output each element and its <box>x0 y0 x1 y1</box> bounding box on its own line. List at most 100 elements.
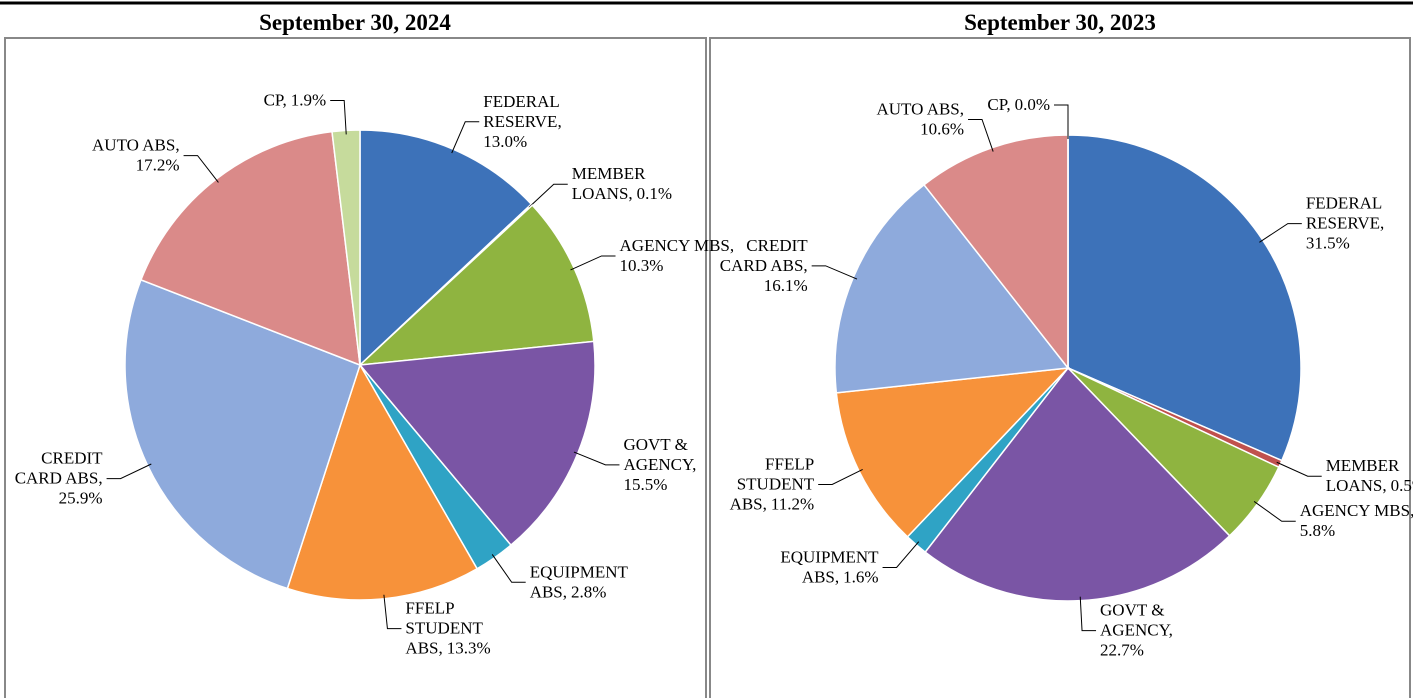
label-line: MEMBER <box>1326 456 1400 475</box>
separator: , <box>563 582 567 601</box>
category-label: MEMBER LOANS <box>1326 456 1400 495</box>
leader-line <box>451 121 480 154</box>
leader-line <box>882 541 920 568</box>
separator: , <box>1382 476 1386 495</box>
label-line: MEMBER <box>572 164 646 183</box>
category-label: CREDIT CARD ABS <box>720 236 808 275</box>
label-line: ABS <box>530 582 563 601</box>
separator: , <box>960 99 964 118</box>
label-line: CP <box>987 95 1007 114</box>
label-line: RESERVE <box>1306 214 1380 233</box>
data-label: CREDIT CARD ABS, 25.9% <box>15 449 103 508</box>
category-label: AGENCY MBS <box>620 236 730 255</box>
leader-line <box>1054 104 1069 139</box>
leader-line <box>811 265 858 280</box>
data-label: CREDIT CARD ABS, 16.1% <box>720 236 808 295</box>
leader-line <box>330 99 347 135</box>
label-line: FEDERAL <box>483 92 560 111</box>
separator: , <box>692 455 696 474</box>
label-line: AGENCY <box>623 455 694 474</box>
value-label: 10.6% <box>920 119 964 138</box>
data-label: CP, 0.0% <box>987 95 1050 114</box>
category-label: MEMBER LOANS <box>572 164 646 203</box>
separator: , <box>1169 621 1173 640</box>
data-label: GOVT & AGENCY, 15.5% <box>623 435 696 494</box>
label-line: GOVT & <box>623 435 687 454</box>
leader-line <box>570 255 616 271</box>
category-label: EQUIPMENT ABS <box>530 562 629 601</box>
leader-line <box>1079 596 1097 632</box>
leader-line <box>106 463 152 480</box>
value-label: 2.8% <box>571 582 606 601</box>
value-label: 0.0% <box>1015 95 1050 114</box>
leader-line <box>1253 501 1296 522</box>
data-label: AUTO ABS, 10.6% <box>876 99 964 138</box>
category-label: AUTO ABS <box>92 136 175 155</box>
panel <box>4 37 707 698</box>
chart-title: September 30, 2024 <box>259 10 451 35</box>
separator: , <box>730 236 734 255</box>
panel <box>709 37 1411 698</box>
value-label: 1.9% <box>291 90 326 109</box>
category-label: FFELP STUDENT ABS <box>730 454 815 513</box>
separator: , <box>1410 501 1413 520</box>
value-label: 16.1% <box>764 276 808 295</box>
value-label: 0.5% <box>1391 476 1413 495</box>
separator: , <box>283 90 287 109</box>
label-line: EQUIPMENT <box>780 547 879 566</box>
label-line: LOANS <box>572 184 629 203</box>
leader-line <box>183 155 219 183</box>
data-label: EQUIPMENT ABS, 1.6% <box>780 547 879 586</box>
value-label: 11.2% <box>771 494 814 513</box>
label-line: RESERVE <box>483 112 557 131</box>
label-line: CREDIT <box>746 236 808 255</box>
label-line: CARD ABS <box>15 469 99 488</box>
category-label: FEDERAL RESERVE <box>1306 194 1383 233</box>
data-label: AUTO ABS, 17.2% <box>92 136 180 175</box>
category-label: AUTO ABS <box>876 99 959 118</box>
label-line: EQUIPMENT <box>530 562 629 581</box>
data-label: FFELP STUDENT ABS, 13.3% <box>405 599 490 658</box>
value-label: 5.8% <box>1300 521 1335 540</box>
label-line: ABS <box>730 494 763 513</box>
label-line: AGENCY MBS <box>620 236 730 255</box>
leader-line <box>968 118 994 152</box>
leader-line <box>491 554 526 583</box>
separator: , <box>439 639 443 658</box>
leader-line <box>1276 461 1322 477</box>
category-label: FEDERAL RESERVE <box>483 92 560 131</box>
label-line: STUDENT <box>405 619 483 638</box>
value-label: 17.2% <box>136 156 180 175</box>
category-label: CREDIT CARD ABS <box>15 449 103 488</box>
data-label: FEDERAL RESERVE, 31.5% <box>1306 194 1384 253</box>
label-line: CP <box>264 90 284 109</box>
value-label: 15.5% <box>623 475 667 494</box>
label-line: AUTO ABS <box>876 99 959 118</box>
data-label: MEMBER LOANS, 0.1% <box>572 164 672 203</box>
data-label: FFELP STUDENT ABS, 11.2% <box>730 454 815 513</box>
separator: , <box>175 136 179 155</box>
value-label: 31.5% <box>1306 234 1350 253</box>
separator: , <box>1006 95 1010 114</box>
data-label: FEDERAL RESERVE, 13.0% <box>483 92 561 151</box>
value-label: 13.0% <box>483 132 527 151</box>
value-label: 10.3% <box>620 256 664 275</box>
label-line: LOANS <box>1326 476 1383 495</box>
separator: , <box>763 494 767 513</box>
label-line: STUDENT <box>737 474 815 493</box>
category-label: CP <box>987 95 1007 114</box>
leader-line <box>818 468 863 485</box>
value-label: 22.7% <box>1100 641 1144 660</box>
label-line: FEDERAL <box>1306 194 1383 213</box>
label-line: AGENCY <box>1100 621 1171 640</box>
data-label: CP, 1.9% <box>264 90 327 109</box>
category-label: CP <box>264 90 284 109</box>
label-line: ABS <box>802 567 835 586</box>
category-label: FFELP STUDENT ABS <box>405 599 483 658</box>
chart-title: September 30, 2023 <box>964 10 1156 35</box>
separator: , <box>628 184 632 203</box>
value-label: 25.9% <box>59 489 103 508</box>
label-line: GOVT & <box>1100 601 1164 620</box>
leader-line <box>528 183 568 208</box>
